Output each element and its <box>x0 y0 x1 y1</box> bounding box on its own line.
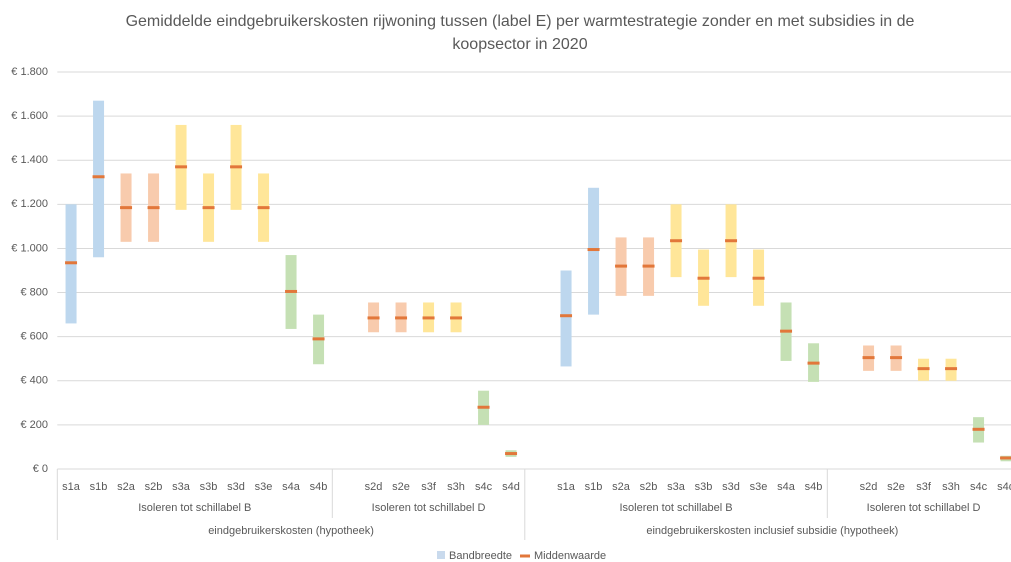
mid-marker <box>312 337 325 341</box>
x-tick-label: s3h <box>447 481 465 493</box>
y-tick-label: € 1.400 <box>11 154 48 166</box>
mid-marker <box>642 264 655 268</box>
x-tick-label: s2d <box>860 481 878 493</box>
mid-marker <box>230 165 243 169</box>
mid-marker <box>202 206 215 210</box>
x-tick-label: s3f <box>916 481 932 493</box>
mid-marker <box>560 314 573 318</box>
y-tick-label: € 0 <box>33 463 48 475</box>
x-tick-label: s2a <box>117 481 136 493</box>
mid-marker <box>752 276 765 280</box>
x-tick-label: s4d <box>502 481 520 493</box>
mid-marker <box>367 316 380 320</box>
group-label: eindgebruikerskosten (hypotheek) <box>208 525 374 537</box>
mid-marker <box>285 289 298 293</box>
legend-label: Middenwaarde <box>534 550 606 562</box>
mid-marker <box>120 206 133 210</box>
y-tick-label: € 600 <box>20 331 48 343</box>
x-tick-label: s3b <box>695 481 713 493</box>
mid-marker <box>395 316 408 320</box>
subgroup-label: Isoleren tot schillabel B <box>138 502 251 514</box>
mid-marker <box>697 276 710 280</box>
x-tick-label: s1a <box>62 481 81 493</box>
mid-marker <box>917 367 930 371</box>
x-tick-label: s2a <box>612 481 631 493</box>
mid-marker <box>587 248 600 252</box>
y-tick-label: € 1.000 <box>11 242 48 254</box>
x-tick-label: s3e <box>255 481 273 493</box>
mid-marker <box>505 452 518 456</box>
x-tick-label: s3e <box>750 481 768 493</box>
group-label: eindgebruikerskosten inclusief subsidie … <box>646 525 898 537</box>
x-tick-label: s3a <box>172 481 191 493</box>
x-tick-label: s4b <box>805 481 823 493</box>
x-tick-label: s2e <box>887 481 905 493</box>
chart-title: Gemiddelde eindgebruikerskosten rijwonin… <box>125 13 915 53</box>
x-tick-label: s4b <box>310 481 328 493</box>
y-tick-label: € 800 <box>20 286 48 298</box>
x-tick-label: s3b <box>200 481 218 493</box>
subgroup-label: Isoleren tot schillabel D <box>867 502 981 514</box>
mid-marker <box>422 316 435 320</box>
subgroup-label: Isoleren tot schillabel D <box>372 502 486 514</box>
x-tick-label: s2d <box>365 481 383 493</box>
mid-marker <box>862 356 875 360</box>
x-tick-label: s3f <box>421 481 437 493</box>
x-tick-label: s2b <box>145 481 163 493</box>
x-tick-label: s1b <box>90 481 108 493</box>
y-tick-label: € 1.800 <box>11 66 48 78</box>
mid-marker <box>972 427 985 431</box>
mid-marker <box>890 356 903 360</box>
x-tick-label: s3h <box>942 481 960 493</box>
mid-marker <box>450 316 463 320</box>
x-tick-label: s1a <box>557 481 576 493</box>
mid-marker <box>725 239 738 243</box>
mid-marker <box>65 261 78 265</box>
mid-marker <box>670 239 683 243</box>
x-tick-label: s1b <box>585 481 603 493</box>
x-tick-label: s4c <box>970 481 988 493</box>
x-tick-label: s3d <box>227 481 245 493</box>
range-bar <box>560 270 572 367</box>
mid-marker <box>175 165 188 169</box>
mid-marker <box>780 329 793 333</box>
y-tick-label: € 200 <box>20 419 48 431</box>
mid-marker <box>945 367 958 371</box>
mid-marker <box>615 264 628 268</box>
legend-swatch <box>520 554 530 558</box>
x-tick-label: s2e <box>392 481 410 493</box>
mid-marker <box>1000 456 1011 460</box>
x-tick-label: s3d <box>722 481 740 493</box>
legend-label: Bandbreedte <box>449 550 512 562</box>
x-tick-label: s4c <box>475 481 493 493</box>
y-tick-label: € 1.600 <box>11 110 48 122</box>
y-tick-label: € 400 <box>20 375 48 387</box>
x-tick-label: s4a <box>777 481 796 493</box>
y-tick-label: € 1.200 <box>11 198 48 210</box>
x-tick-label: s3a <box>667 481 686 493</box>
range-bar <box>588 187 600 315</box>
mid-marker <box>477 405 490 409</box>
mid-marker <box>147 206 160 210</box>
mid-marker <box>92 175 105 179</box>
x-tick-label: s2b <box>640 481 658 493</box>
x-tick-label: s4d <box>997 481 1011 493</box>
range-bar <box>93 100 105 258</box>
x-tick-label: s4a <box>282 481 301 493</box>
legend-swatch <box>437 551 445 559</box>
mid-marker <box>807 361 820 365</box>
subgroup-label: Isoleren tot schillabel B <box>619 502 732 514</box>
mid-marker <box>257 206 270 210</box>
